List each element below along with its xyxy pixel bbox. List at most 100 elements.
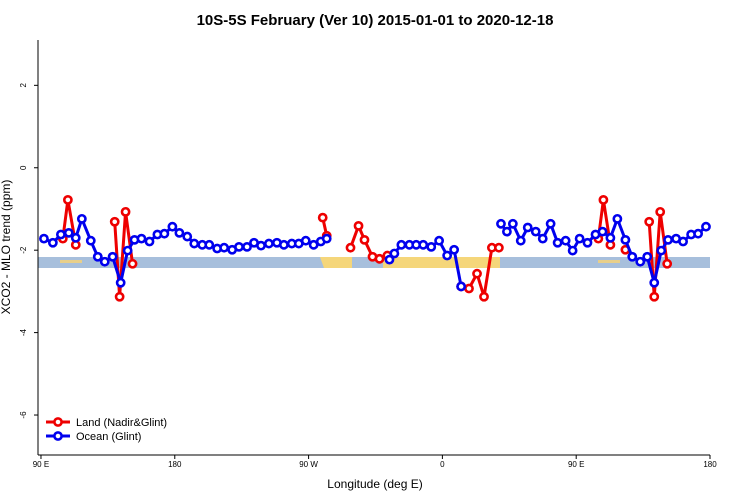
point (114, 291, 125, 302)
point (384, 254, 395, 265)
point (279, 239, 289, 250)
y-tick-label: -6 (19, 411, 28, 419)
point (620, 234, 631, 245)
ocean-strip (38, 257, 710, 268)
point (219, 242, 230, 253)
x-tick-label: 180 (703, 460, 717, 469)
y-tick-label: 0 (19, 165, 28, 170)
point (189, 238, 200, 249)
point (85, 235, 96, 246)
point (522, 222, 533, 233)
point (359, 234, 370, 245)
land-strip (383, 257, 500, 268)
point (597, 226, 608, 237)
chart-title: 10S-5S February (Ver 10) 2015-01-01 to 2… (197, 12, 554, 29)
point (701, 221, 711, 232)
point (442, 250, 453, 261)
land-ocean-strip (38, 257, 710, 268)
point (649, 291, 660, 302)
point (663, 234, 673, 245)
point (122, 245, 133, 256)
y-tick-label: 2 (19, 83, 28, 88)
point (92, 251, 103, 262)
point (574, 233, 585, 244)
point (605, 232, 616, 243)
point (612, 213, 623, 224)
point (627, 251, 638, 262)
point (174, 227, 185, 238)
point (635, 256, 646, 267)
point (567, 245, 578, 256)
point (234, 241, 244, 252)
x-tick-label: 90 E (33, 460, 49, 469)
x-tick-label: 180 (168, 460, 182, 469)
point (107, 251, 118, 262)
point (456, 281, 467, 292)
point (545, 218, 556, 229)
point (537, 233, 548, 244)
point (374, 253, 385, 264)
point (678, 236, 688, 247)
point (418, 239, 429, 250)
point (560, 235, 571, 246)
y-tick-label: -4 (19, 329, 28, 337)
legend-marker (53, 417, 63, 427)
point (598, 195, 609, 205)
point (39, 233, 49, 244)
point (99, 256, 110, 267)
point (321, 233, 332, 244)
point (434, 235, 445, 246)
point (345, 242, 356, 253)
point (507, 218, 518, 229)
point (493, 242, 504, 253)
point (144, 236, 155, 247)
point (530, 226, 541, 237)
point (63, 227, 74, 238)
point (353, 220, 364, 231)
point (642, 251, 653, 262)
point (656, 245, 667, 256)
x-tick-label: 90 W (299, 460, 318, 469)
point (449, 244, 460, 255)
point (662, 258, 673, 269)
point (552, 237, 563, 248)
point (204, 239, 215, 250)
point (649, 277, 660, 288)
point (159, 228, 170, 239)
island-strip (60, 260, 82, 263)
point (120, 206, 131, 217)
point (127, 258, 138, 269)
point (693, 228, 704, 239)
point (300, 235, 311, 246)
y-axis-label: XCO2 - MLO trend (ppm) (0, 180, 13, 315)
point (389, 248, 400, 259)
point (70, 232, 81, 243)
point (115, 277, 126, 288)
point (136, 233, 147, 244)
point (62, 195, 73, 205)
x-tick-label: 90 E (568, 460, 584, 469)
x-axis-label: Longitude (deg E) (327, 477, 422, 491)
point (76, 213, 87, 224)
point (496, 218, 506, 229)
point (644, 216, 655, 227)
legend-label: Land (Nadir&Glint) (76, 417, 167, 429)
point (515, 235, 526, 246)
point (655, 206, 666, 217)
point (472, 268, 482, 279)
point (242, 241, 252, 252)
point (464, 283, 474, 294)
island-strip (598, 260, 620, 263)
point (182, 231, 193, 242)
point (582, 237, 593, 248)
point (426, 241, 437, 252)
legend-marker (53, 431, 63, 441)
legend-label: Ocean (Glint) (76, 431, 141, 443)
point (396, 239, 407, 250)
point (109, 216, 120, 227)
point (502, 226, 512, 237)
point (47, 237, 58, 248)
point (263, 238, 274, 249)
point (479, 291, 489, 302)
point (167, 221, 178, 232)
